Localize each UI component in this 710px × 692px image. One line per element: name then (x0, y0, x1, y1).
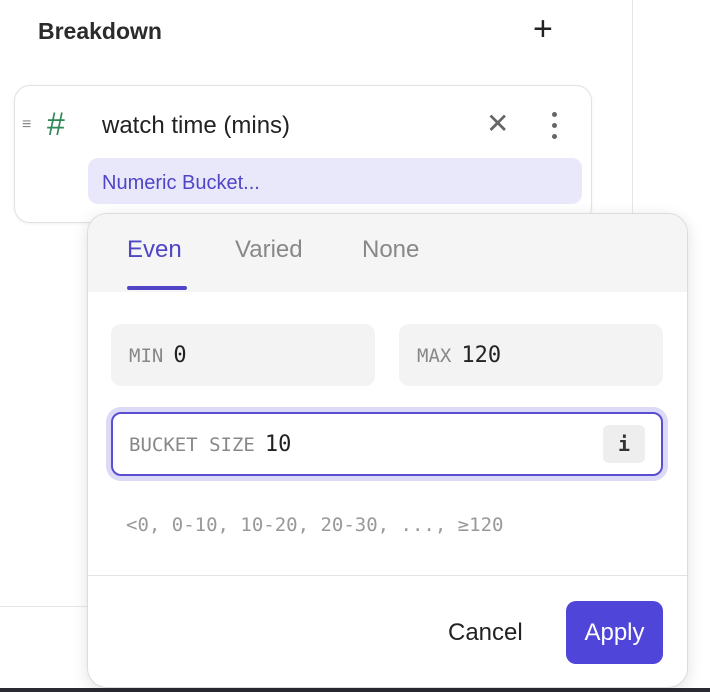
tab-even[interactable]: Even (127, 236, 182, 263)
max-value: 120 (461, 343, 502, 368)
min-value: 0 (173, 343, 187, 368)
min-input[interactable]: MIN 0 (111, 324, 375, 386)
bucket-size-label: BUCKET SIZE (129, 434, 255, 456)
section-title: Breakdown (38, 18, 162, 44)
apply-button[interactable]: Apply (566, 601, 663, 664)
min-label: MIN (129, 345, 164, 367)
numeric-bucket-chip[interactable]: Numeric Bucket... (88, 158, 582, 204)
window-bottom-edge (0, 688, 710, 692)
footer-divider (88, 575, 687, 576)
more-options-icon[interactable] (544, 112, 564, 142)
remove-icon[interactable]: ✕ (486, 108, 510, 139)
numeric-type-icon: # (47, 106, 65, 142)
max-input[interactable]: MAX 120 (399, 324, 663, 386)
bucket-size-input[interactable]: BUCKET SIZE 10 i (111, 412, 663, 476)
info-icon[interactable]: i (603, 425, 645, 463)
bucket-size-value: 10 (264, 432, 292, 457)
tab-none[interactable]: None (362, 236, 420, 263)
field-name: watch time (mins) (102, 112, 291, 139)
cancel-button[interactable]: Cancel (448, 619, 523, 646)
active-tab-indicator (127, 286, 187, 290)
bucket-popover: Even Varied None MIN 0 MAX 120 BUCKET SIZE… (87, 213, 688, 688)
bucket-preview: <0, 0-10, 10-20, 20-30, ..., ≥120 (126, 514, 504, 536)
tab-varied[interactable]: Varied (235, 236, 303, 263)
drag-handle-icon[interactable]: ≡ (22, 116, 32, 133)
add-breakdown-icon[interactable]: + (533, 10, 553, 48)
divider (0, 606, 90, 607)
max-label: MAX (417, 345, 452, 367)
bucket-tabs: Even Varied None (88, 214, 687, 292)
